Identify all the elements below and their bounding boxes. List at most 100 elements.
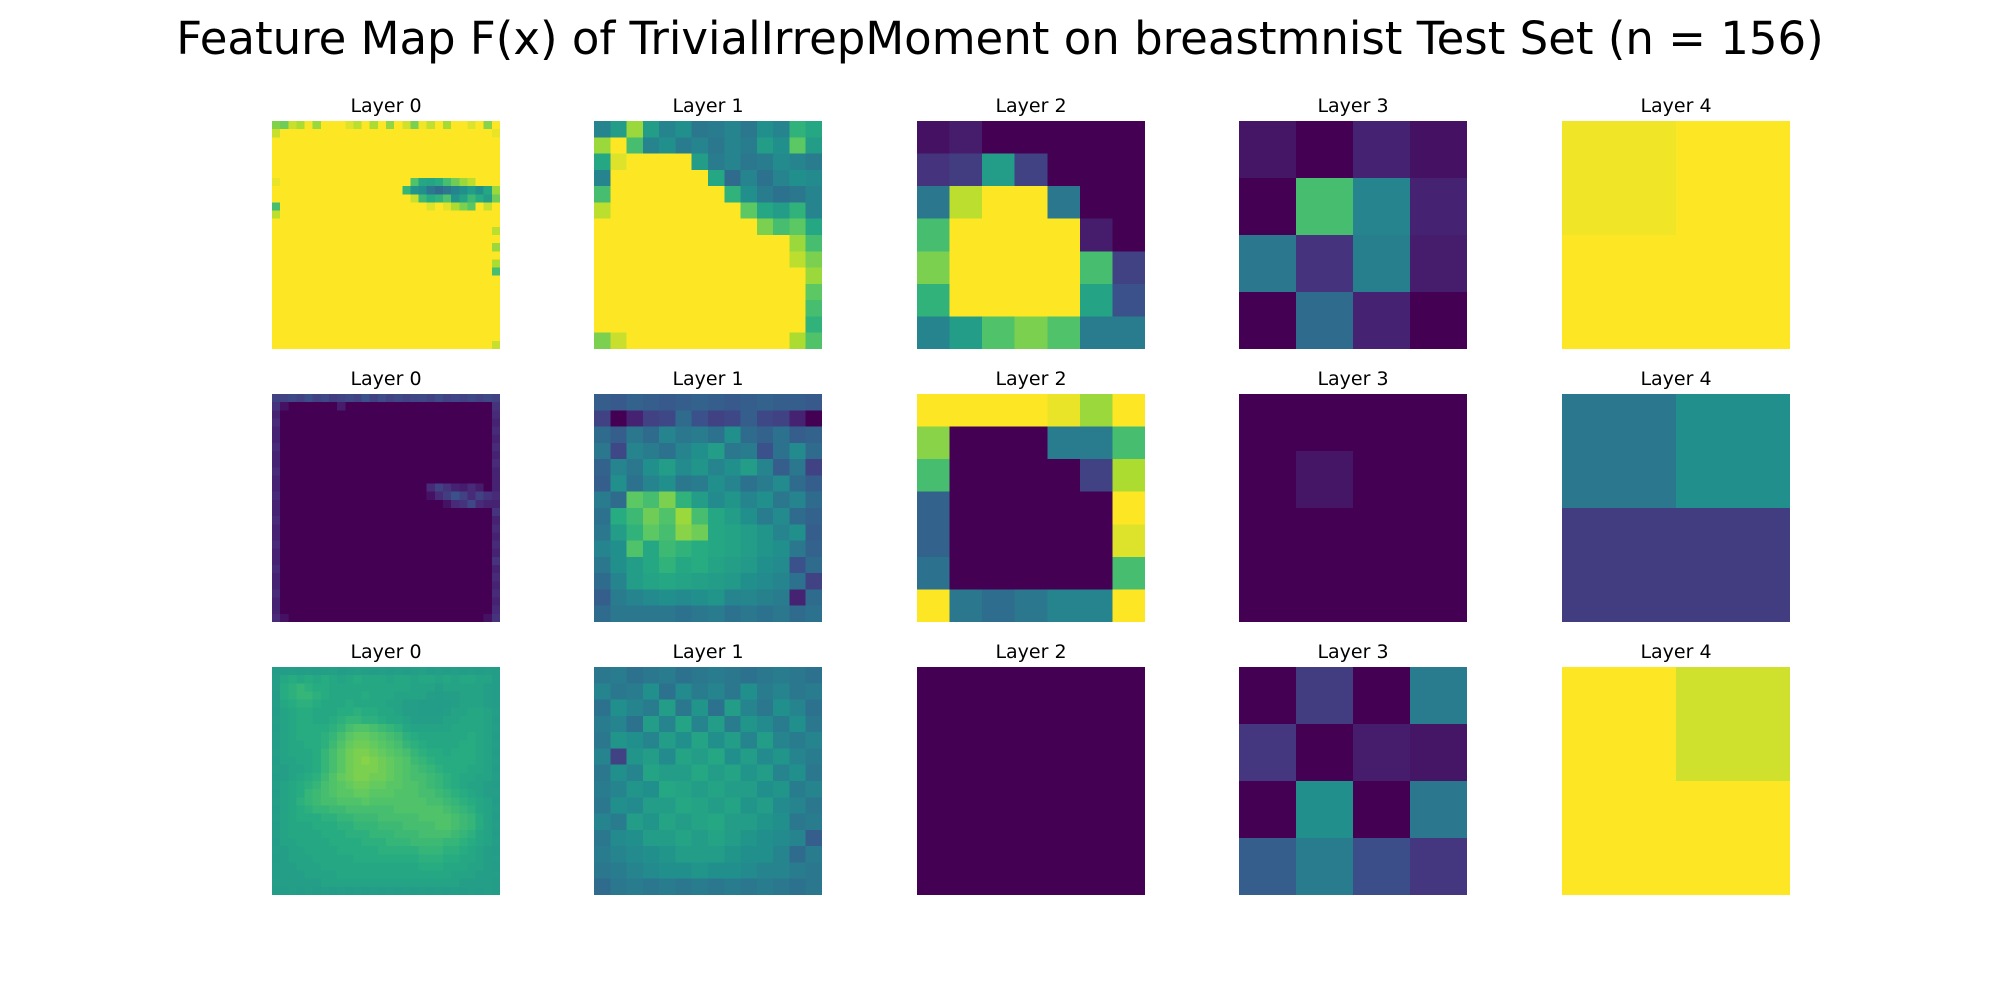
heatmap-cell (377, 402, 387, 411)
heatmap-cell (1296, 838, 1354, 895)
heatmap-cell (443, 483, 452, 493)
heatmap-cell (402, 451, 412, 460)
heatmap-cell (304, 235, 314, 244)
heatmap-cell (467, 870, 477, 880)
heatmap-cell (756, 251, 774, 269)
heatmap-cell (386, 202, 395, 212)
heatmap-cell (483, 813, 493, 823)
heatmap-cell (467, 540, 477, 550)
heatmap-cell (443, 724, 452, 733)
heatmap-cell (377, 508, 387, 517)
heatmap-cell (312, 251, 322, 261)
heatmap-cell (443, 153, 452, 163)
heatmap-cell (418, 442, 428, 452)
heatmap-cell (459, 137, 469, 147)
heatmap-cell (337, 467, 346, 477)
heatmap-cell (394, 275, 403, 285)
heatmap-cell (610, 508, 628, 525)
heatmap-cell (1239, 565, 1297, 622)
heatmap-cell (982, 491, 1016, 525)
heatmap-cell (1562, 667, 1677, 782)
heatmap-cell (353, 243, 363, 252)
heatmap-cell (459, 724, 469, 733)
heatmap-cell (312, 275, 322, 285)
heatmap-cell (320, 789, 330, 798)
heatmap-cell (756, 283, 774, 301)
heatmap-cell (345, 418, 355, 428)
heatmap-cell (345, 789, 355, 798)
heatmap-cell (740, 202, 758, 220)
heatmap-cell (296, 756, 306, 766)
heatmap-cell (329, 210, 338, 220)
heatmap-cell (724, 683, 742, 701)
heatmap-cell (708, 300, 725, 318)
heatmap-cell (610, 699, 628, 717)
heatmap-cell (443, 862, 452, 872)
heatmap-cell (467, 402, 477, 411)
heatmap-cell (675, 202, 693, 220)
heatmap-cell (312, 862, 322, 872)
heatmap-cell (410, 589, 420, 599)
heatmap-cell (288, 410, 298, 420)
heatmap-cell (386, 740, 395, 750)
heatmap-cell (642, 508, 660, 525)
heatmap-cell (296, 202, 306, 212)
heatmap-cell (410, 675, 420, 684)
heatmap-cell (280, 394, 289, 403)
heatmap-cell (296, 740, 306, 750)
heatmap-cell (773, 491, 791, 509)
heatmap-cell (394, 467, 403, 477)
heatmap-cell (418, 235, 428, 244)
heatmap-cell (610, 186, 628, 204)
heatmap-cell (483, 667, 493, 676)
heatmap-cell (459, 878, 469, 888)
heatmap-cell (288, 178, 298, 187)
heatmap-cell (329, 691, 338, 701)
heatmap-cell (353, 467, 363, 477)
heatmap-cell (491, 715, 500, 725)
heatmap-cell (659, 781, 677, 798)
heatmap-cell (353, 186, 363, 195)
heatmap-cell (659, 475, 677, 493)
heatmap-cell (394, 699, 403, 709)
heatmap-cell (272, 764, 281, 774)
heatmap-cell (756, 394, 774, 411)
heatmap (1239, 121, 1467, 349)
heatmap-cell (280, 565, 289, 574)
heatmap-cell (394, 226, 403, 236)
heatmap-cell (272, 772, 281, 782)
heatmap-cell (642, 524, 660, 542)
heatmap-cell (708, 410, 725, 428)
heatmap-cell (345, 565, 355, 574)
heatmap-cell (394, 178, 403, 187)
heatmap-cell (304, 218, 314, 228)
heatmap-cell (451, 300, 460, 309)
heatmap-cell (443, 683, 452, 693)
heatmap-cell (312, 137, 322, 147)
heatmap-cell (1014, 121, 1048, 155)
heatmap-cell (337, 394, 346, 403)
heatmap-cell (426, 805, 436, 815)
heatmap-cell (659, 169, 677, 187)
heatmap-cell (459, 862, 469, 872)
heatmap-cell (304, 332, 314, 342)
heatmap-cell (353, 332, 363, 342)
heatmap-cell (345, 186, 355, 195)
heatmap-cell (610, 235, 628, 252)
heatmap-cell (320, 292, 330, 301)
heatmap-cell (773, 235, 791, 252)
heatmap-cell (642, 573, 660, 591)
heatmap-cell (377, 691, 387, 701)
heatmap-cell (312, 340, 322, 349)
heatmap-cell (1047, 829, 1081, 864)
heatmap-cell (345, 829, 355, 839)
heatmap-cell (724, 862, 742, 880)
heatmap-cell (483, 516, 493, 525)
heatmap-cell (1296, 121, 1354, 179)
heatmap-cell (304, 243, 314, 252)
heatmap-cell (402, 707, 412, 717)
heatmap-cell (594, 846, 611, 864)
heatmap-cell (345, 475, 355, 485)
heatmap-cell (491, 532, 500, 542)
heatmap-cell (642, 202, 660, 220)
